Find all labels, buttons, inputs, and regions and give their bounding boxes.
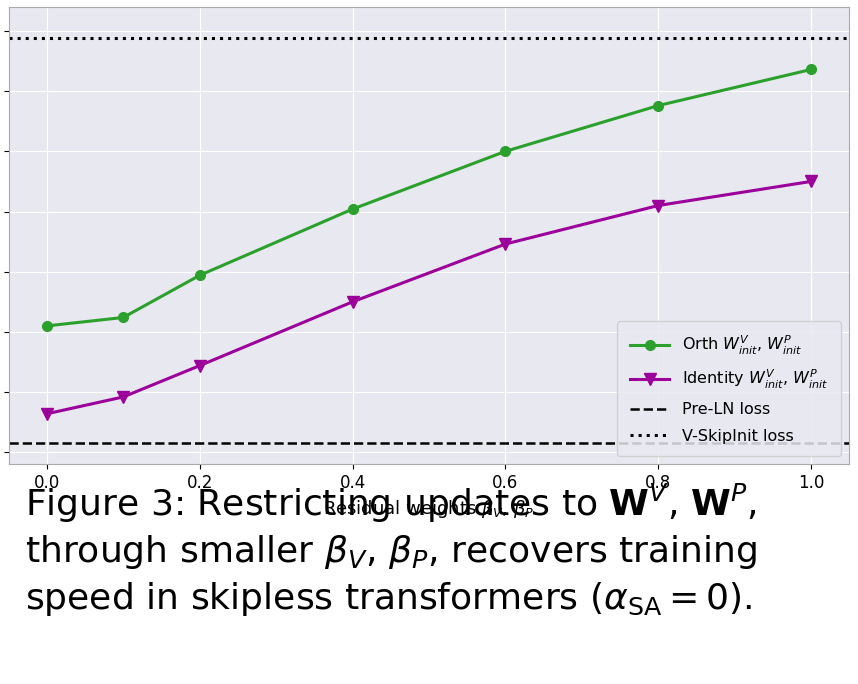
X-axis label: Residual weights $\beta_V$, $\beta_P$: Residual weights $\beta_V$, $\beta_P$: [323, 498, 535, 520]
Legend: Orth $W^V_{init}$, $W^P_{init}$, Identity $W^V_{init}$, $W^P_{init}$, Pre-LN los: Orth $W^V_{init}$, $W^P_{init}$, Identit…: [617, 321, 842, 456]
Text: Figure 3: Restricting updates to $\mathbf{W}^V$, $\mathbf{W}^P$,
through smaller: Figure 3: Restricting updates to $\mathb…: [26, 482, 758, 618]
